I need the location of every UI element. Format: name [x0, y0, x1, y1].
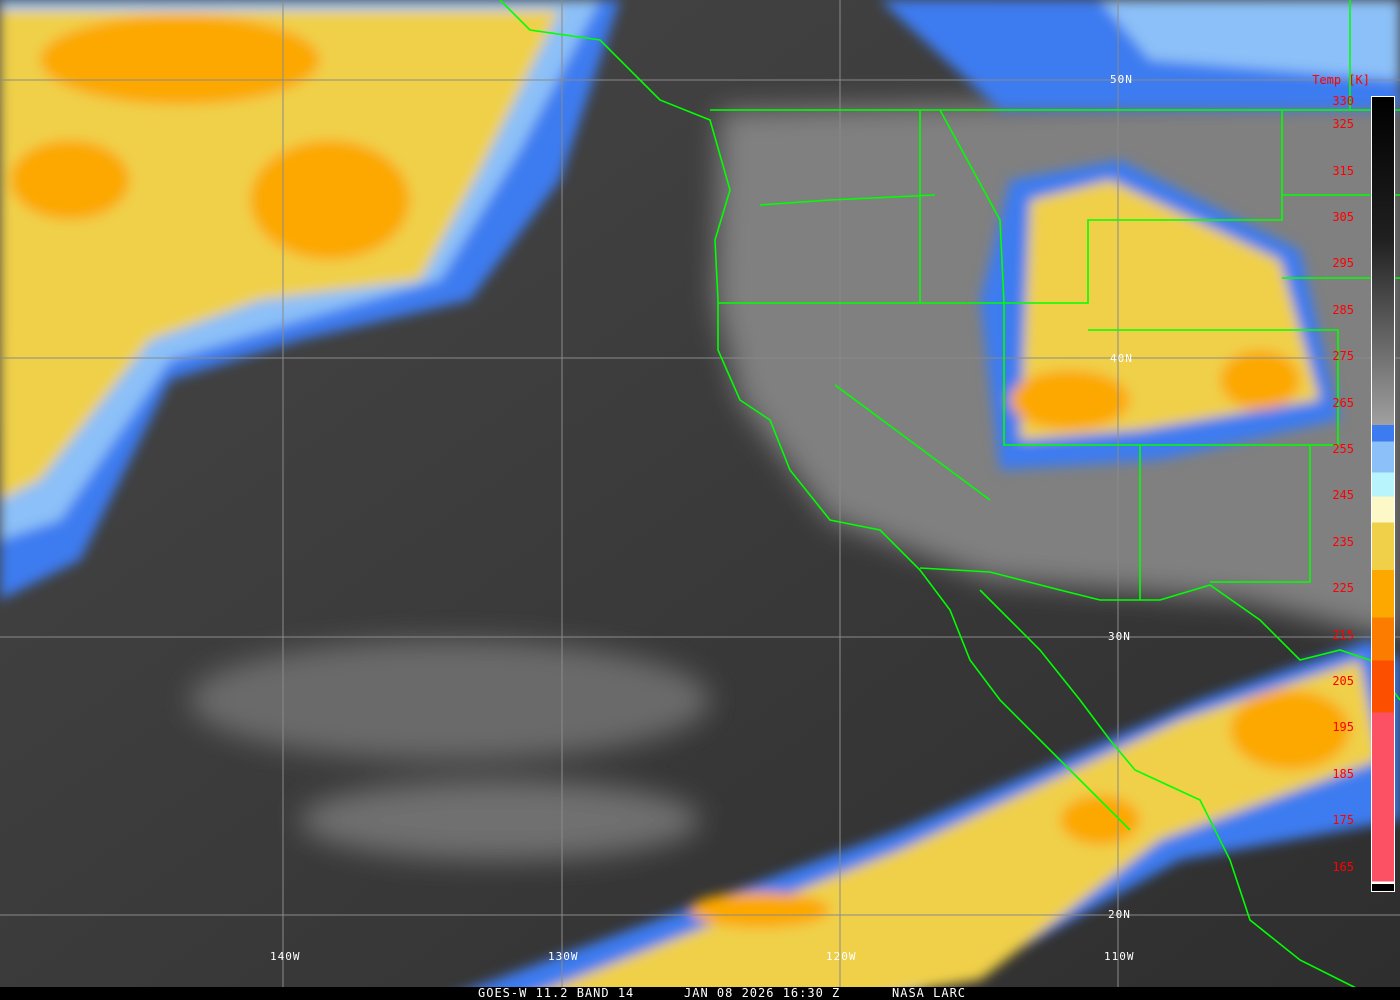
caption-credit: NASA LARC — [892, 986, 967, 1000]
colorbar-tick: 255 — [1332, 442, 1354, 456]
colorbar-tick: 275 — [1332, 349, 1354, 364]
lon-label-110w: 110W — [1104, 950, 1135, 963]
colorbar-tick: 325 — [1332, 117, 1354, 132]
colorbar-tick: 295 — [1332, 256, 1354, 271]
colorbar-tick: 245 — [1332, 488, 1354, 503]
lon-label-130w: 130W — [548, 950, 579, 963]
lat-label-20n: 20N — [1108, 908, 1131, 921]
colorbar-tick: 225 — [1332, 581, 1354, 596]
colorbar-tick: 205 — [1332, 674, 1354, 688]
colorbar-tick: 175 — [1332, 813, 1354, 828]
caption-datetime: JAN 08 2026 16:30 Z — [684, 986, 841, 1000]
colorbar-tick: 315 — [1332, 163, 1354, 178]
colorbar-tick: 330 — [1332, 94, 1354, 108]
colorbar-tick: 185 — [1332, 766, 1354, 781]
colorbar-tick: 305 — [1332, 210, 1354, 224]
colorbar-tick: 285 — [1332, 302, 1354, 317]
political-borders — [499, 0, 1400, 991]
caption-bar: GOES-W 11.2 BAND 14 JAN 08 2026 16:30 Z … — [0, 986, 1400, 1000]
colorbar-title: Temp [K] — [1312, 73, 1370, 87]
lat-label-30n: 30N — [1108, 630, 1131, 643]
colorbar-tick: 235 — [1332, 534, 1354, 549]
colorbar-tick: 265 — [1332, 395, 1354, 410]
lat-label-40n: 40N — [1110, 352, 1133, 365]
temperature-colorbar — [1371, 96, 1395, 892]
colorbar-tick: 195 — [1332, 720, 1354, 735]
lon-label-120w: 120W — [826, 950, 857, 963]
lat-label-50n: 50N — [1110, 73, 1133, 86]
lon-label-140w: 140W — [270, 950, 301, 963]
colorbar-tick: 215 — [1332, 627, 1354, 642]
colorbar-tick: 165 — [1332, 859, 1354, 874]
caption-product: GOES-W 11.2 BAND 14 — [478, 986, 635, 1000]
